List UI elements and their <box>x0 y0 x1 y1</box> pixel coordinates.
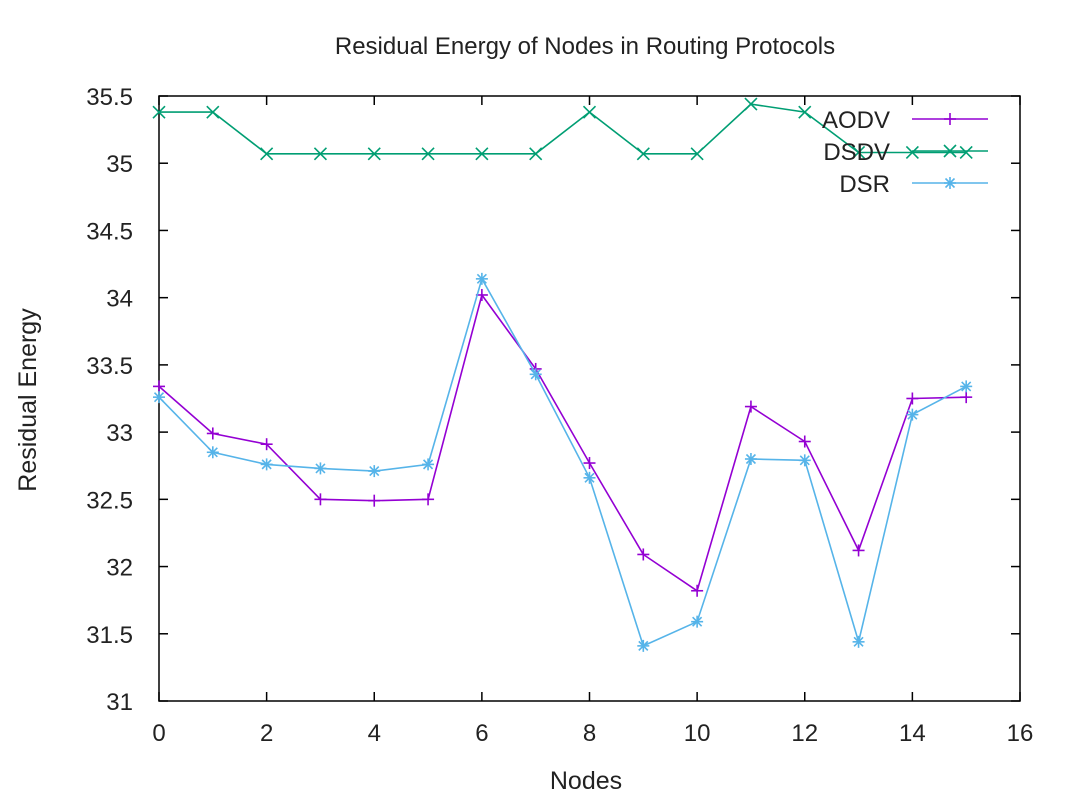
y-tick-label: 32 <box>106 555 133 582</box>
x-tick-label: 6 <box>475 720 488 747</box>
data-point-dsdv <box>744 97 758 111</box>
data-point-aodv <box>798 435 811 448</box>
data-point-dsdv <box>260 147 274 161</box>
legend-label-aodv: AODV <box>822 107 890 134</box>
data-point-dsr <box>744 453 757 465</box>
data-point-dsr <box>153 391 165 404</box>
x-tick-label: 10 <box>684 720 711 747</box>
data-point-dsr <box>960 380 973 393</box>
series-line-dsr <box>158 276 967 647</box>
y-tick-label: 35.5 <box>86 84 133 111</box>
data-point-aodv <box>637 548 650 561</box>
series-line-dsdv <box>159 103 967 155</box>
y-tick-label: 34.5 <box>86 218 133 245</box>
data-point-dsdv <box>529 147 543 161</box>
series-layer <box>152 97 973 652</box>
y-tick-label: 35 <box>106 151 133 178</box>
chart-title: Residual Energy of Nodes in Routing Prot… <box>335 33 835 60</box>
data-point-aodv <box>906 392 919 405</box>
legend: AODV DSDV DSR <box>822 107 988 198</box>
y-axis-ticks: 31 31.5 32 32.5 33 33.5 34 34.5 35 35.5 <box>86 84 1020 716</box>
data-point-dsr <box>314 462 327 475</box>
x-tick-label: 12 <box>791 720 818 747</box>
data-point-dsr <box>529 368 542 381</box>
data-point-dsdv <box>367 147 381 161</box>
data-point-dsdv <box>475 147 489 161</box>
x-tick-label: 2 <box>260 720 273 747</box>
data-point-aodv <box>691 584 704 597</box>
legend-marker-dsdv <box>943 144 957 158</box>
legend-marker-aodv <box>944 113 956 125</box>
data-point-dsdv <box>636 147 650 161</box>
y-tick-label: 33.5 <box>86 353 133 380</box>
data-point-aodv <box>206 427 219 440</box>
x-axis-ticks: 0 2 4 6 8 10 12 14 16 <box>152 96 1033 747</box>
x-axis-label: Nodes <box>550 767 622 795</box>
data-point-dsdv <box>959 145 973 160</box>
y-tick-label: 34 <box>106 286 133 313</box>
data-point-dsdv <box>421 147 435 161</box>
series-line-aodv <box>158 293 967 593</box>
data-point-dsr <box>798 454 811 467</box>
data-point-dsdv <box>152 105 166 119</box>
data-point-dsr <box>206 446 219 459</box>
data-point-aodv <box>583 457 596 470</box>
data-point-dsr <box>422 458 435 471</box>
x-tick-label: 4 <box>368 720 381 747</box>
legend-marker-dsr <box>944 177 956 189</box>
x-tick-label: 8 <box>583 720 596 747</box>
data-point-aodv <box>368 494 381 507</box>
series-dsdv <box>152 97 973 161</box>
data-point-dsdv <box>798 105 812 119</box>
series-aodv <box>153 288 973 597</box>
legend-label-dsdv: DSDV <box>823 139 890 166</box>
data-point-dsr <box>637 639 650 652</box>
x-tick-label: 14 <box>899 720 926 747</box>
data-point-dsdv <box>582 105 597 119</box>
data-point-aodv <box>314 493 327 506</box>
data-point-dsr <box>852 635 865 648</box>
y-tick-label: 32.5 <box>86 487 133 514</box>
data-point-dsr <box>260 458 273 471</box>
data-point-dsdv <box>905 145 919 160</box>
data-point-dsdv <box>313 147 328 161</box>
data-point-aodv <box>744 400 757 413</box>
y-tick-label: 31 <box>106 689 133 716</box>
legend-label-dsr: DSR <box>839 171 890 198</box>
data-point-aodv <box>260 438 273 451</box>
data-point-aodv <box>960 391 973 404</box>
data-point-dsr <box>691 615 704 628</box>
x-tick-label: 16 <box>1007 720 1034 747</box>
data-point-dsdv <box>851 145 866 160</box>
series-dsr <box>153 272 973 652</box>
y-tick-label: 31.5 <box>86 622 133 649</box>
data-point-dsr <box>906 408 919 421</box>
data-point-aodv <box>422 493 435 506</box>
data-point-dsdv <box>206 105 220 119</box>
data-point-dsr <box>475 272 488 285</box>
data-point-dsdv <box>690 147 704 161</box>
data-point-dsr <box>368 465 381 478</box>
y-tick-label: 33 <box>106 420 133 447</box>
x-tick-label: 0 <box>152 720 165 747</box>
y-axis-label: Residual Energy <box>14 308 42 492</box>
data-point-aodv <box>153 380 165 393</box>
data-point-aodv <box>852 544 865 557</box>
data-point-dsr <box>583 471 596 484</box>
